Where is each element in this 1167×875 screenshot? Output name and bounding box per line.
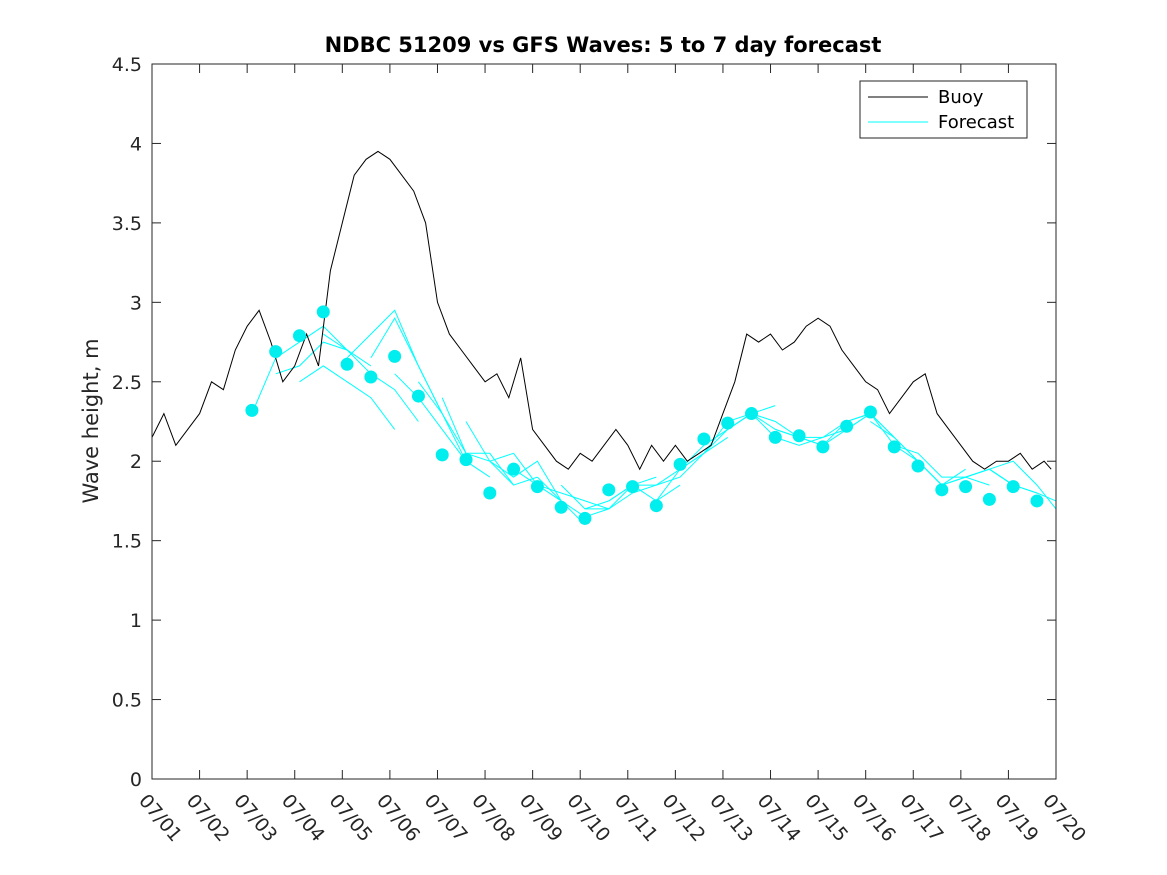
forecast-point	[697, 432, 711, 446]
forecast-line	[299, 365, 396, 430]
forecast-line	[989, 460, 1057, 510]
forecast-point	[982, 492, 996, 506]
y-axis: 0 0.5 1 1.5 2 2.5 3 3.5 4 4.5	[112, 54, 1056, 791]
y-tick-label: 4.5	[112, 54, 142, 76]
y-tick-label: 3.5	[112, 213, 142, 235]
forecast-point	[863, 405, 877, 419]
legend-label-forecast: Forecast	[938, 112, 1014, 133]
forecast-point	[1006, 480, 1020, 494]
forecast-point	[673, 457, 687, 471]
forecast-line	[465, 421, 562, 502]
forecast-point	[459, 453, 473, 467]
forecast-point	[411, 389, 425, 403]
forecast-point	[602, 483, 616, 497]
forecast-point	[530, 480, 544, 494]
forecast-point	[507, 462, 521, 476]
forecast-point	[959, 480, 973, 494]
chart-title: NDBC 51209 vs GFS Waves: 5 to 7 day fore…	[325, 33, 882, 57]
forecast-line	[394, 373, 491, 478]
legend: Buoy Forecast	[859, 80, 1028, 139]
forecast-point	[340, 357, 354, 371]
forecast-point	[245, 403, 259, 417]
y-tick-label: 0.5	[112, 690, 142, 712]
forecast-point	[792, 429, 806, 443]
forecast-point	[649, 499, 663, 513]
forecast-point	[744, 407, 758, 421]
forecast-point	[388, 349, 402, 363]
y-tick-label: 4	[130, 133, 142, 155]
forecast-point	[1030, 494, 1044, 508]
y-tick-label: 2.5	[112, 372, 142, 394]
forecast-line	[560, 476, 657, 510]
plot-area	[152, 64, 1056, 779]
forecast-point	[935, 483, 949, 497]
forecast-point	[626, 480, 640, 494]
forecast-point	[483, 486, 497, 500]
forecast-point	[316, 305, 330, 319]
forecast-point	[364, 370, 378, 384]
forecast-point	[578, 511, 592, 525]
forecast-point	[721, 416, 735, 430]
y-tick-label: 2	[130, 451, 142, 473]
forecast-point	[911, 459, 925, 473]
forecast-point	[816, 440, 830, 454]
forecast-line	[275, 341, 372, 375]
forecast-point	[269, 345, 283, 359]
forecast-line	[370, 317, 467, 462]
forecast-line	[894, 444, 990, 486]
forecast-line	[513, 468, 609, 510]
axes-box	[151, 63, 1057, 780]
y-axis-label: Wave height, m	[79, 338, 103, 503]
y-tick-label: 3	[130, 292, 142, 314]
forecast-point	[768, 430, 782, 444]
forecast-point	[887, 440, 901, 454]
forecast-point	[840, 419, 854, 433]
buoy-line	[151, 150, 1052, 471]
forecast-point	[292, 329, 306, 343]
forecast-line	[751, 413, 847, 446]
y-tick-label: 1.5	[112, 531, 142, 553]
y-tick-label: 1	[130, 610, 142, 632]
legend-box	[859, 80, 1028, 139]
forecast-point	[554, 500, 568, 514]
legend-label-buoy: Buoy	[938, 87, 984, 108]
forecast-markers	[245, 305, 1044, 525]
y-tick-label: 0	[130, 769, 142, 791]
forecast-point	[435, 448, 449, 462]
